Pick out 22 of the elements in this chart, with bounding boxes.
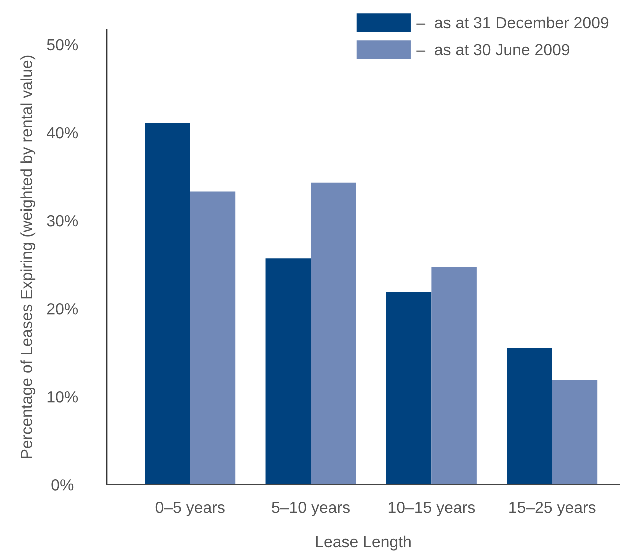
legend-label: – as at 31 December 2009 [416,16,609,29]
bar [145,123,190,485]
y-tick-label: 0% [52,480,74,491]
legend-label: – as at 30 June 2009 [416,44,570,56]
y-tick-label: 30% [47,215,78,227]
y-tick-label: 50% [47,39,78,51]
x-tick-label: 5–10 years [272,502,350,516]
x-tick-label: 10–15 years [388,502,476,516]
y-tick-label: 20% [47,303,78,315]
y-tick-label: 10% [48,391,78,403]
bar [386,292,432,485]
y-axis-title: Percentage of Leases Expiring (weighted by rental value) [20,56,36,458]
y-tick-label: 40% [47,127,78,139]
x-tick-label: 0–5 years [156,502,225,516]
bar [432,267,477,485]
bar [311,182,356,485]
x-axis-title: Lease Length [316,536,411,551]
x-tick-label: 15–25 years [510,502,596,516]
bar [266,258,312,485]
bar [507,348,552,485]
bar [190,192,236,485]
bar [552,380,598,485]
